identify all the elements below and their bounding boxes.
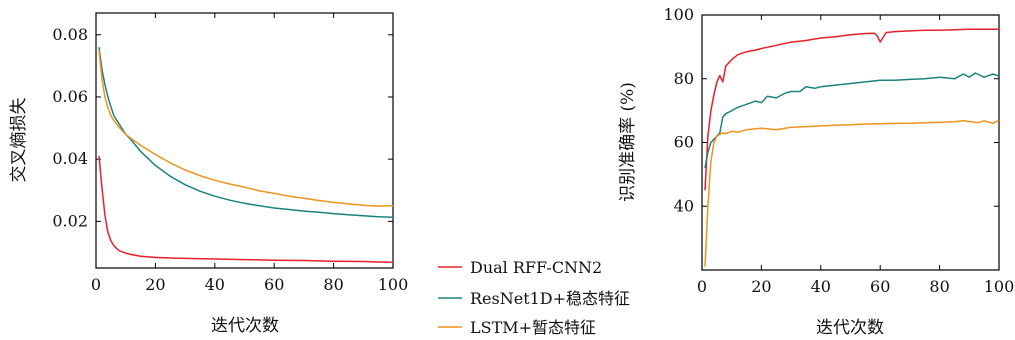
loss-x-tick-label: 20 <box>145 275 165 294</box>
loss-y-axis-label: 交叉熵损失 <box>9 98 29 183</box>
loss-series-lstm <box>98 50 394 207</box>
accuracy-series-dual-rff-cnn2 <box>704 28 999 191</box>
loss-x-tick-label: 60 <box>264 275 284 294</box>
loss-y-tick-label: 0.08 <box>52 25 88 44</box>
loss-y-tick-label: 0.06 <box>52 87 88 106</box>
loss-chart: 0 20 40 60 80 100 0.02 0.04 0.06 0.08 迭代次数 交叉熵损失 <box>9 12 408 336</box>
accuracy-x-tick-label: 20 <box>751 277 771 296</box>
accuracy-y-tick-label: 80 <box>674 69 694 88</box>
loss-x-tick-label: 100 <box>378 275 409 294</box>
loss-x-axis-label: 迭代次数 <box>211 316 279 336</box>
accuracy-y-axis-label: 识别准确率 (%) <box>618 82 638 202</box>
legend-label-dual-rff-cnn2: Dual RFF-CNN2 <box>470 258 602 277</box>
accuracy-x-tick-label: 80 <box>929 277 949 296</box>
accuracy-x-tick-label: 60 <box>870 277 890 296</box>
accuracy-y-tick-label: 40 <box>674 196 694 215</box>
legend-label-lstm: LSTM+暂态特征 <box>470 318 596 337</box>
loss-x-ticks: 0 20 40 60 80 100 <box>91 13 408 294</box>
accuracy-x-tick-label: 0 <box>697 277 707 296</box>
legend: Dual RFF-CNN2 ResNet1D+稳态特征 LSTM+暂态特征 <box>438 258 630 337</box>
accuracy-plot-frame <box>701 14 1000 271</box>
accuracy-series-lines <box>704 28 1000 267</box>
loss-series-resnet1d <box>98 47 394 219</box>
loss-y-ticks: 0.02 0.04 0.06 0.08 <box>52 25 393 230</box>
accuracy-y-tick-label: 100 <box>663 5 694 24</box>
accuracy-x-tick-label: 40 <box>811 277 831 296</box>
accuracy-series-lstm <box>704 119 1000 267</box>
loss-x-tick-label: 40 <box>205 275 225 294</box>
loss-plot-frame <box>95 12 394 269</box>
accuracy-chart: 0 20 40 60 80 100 40 60 80 100 迭代次数 识别准确率 (%) <box>618 5 1014 338</box>
accuracy-x-ticks: 0 20 40 60 80 100 <box>697 15 1014 296</box>
loss-series-dual-rff-cnn2 <box>98 155 394 264</box>
loss-x-tick-label: 0 <box>91 275 101 294</box>
accuracy-x-tick-label: 100 <box>984 277 1015 296</box>
accuracy-y-ticks: 40 60 80 100 <box>663 5 999 215</box>
accuracy-series-resnet1d <box>704 72 1000 169</box>
loss-y-tick-label: 0.04 <box>52 149 88 168</box>
loss-series-lines <box>98 47 394 264</box>
accuracy-x-axis-label: 迭代次数 <box>816 318 884 338</box>
loss-x-tick-label: 80 <box>323 275 343 294</box>
accuracy-y-tick-label: 60 <box>674 133 694 152</box>
loss-y-tick-label: 0.02 <box>52 211 88 230</box>
legend-label-resnet1d: ResNet1D+稳态特征 <box>470 289 630 308</box>
